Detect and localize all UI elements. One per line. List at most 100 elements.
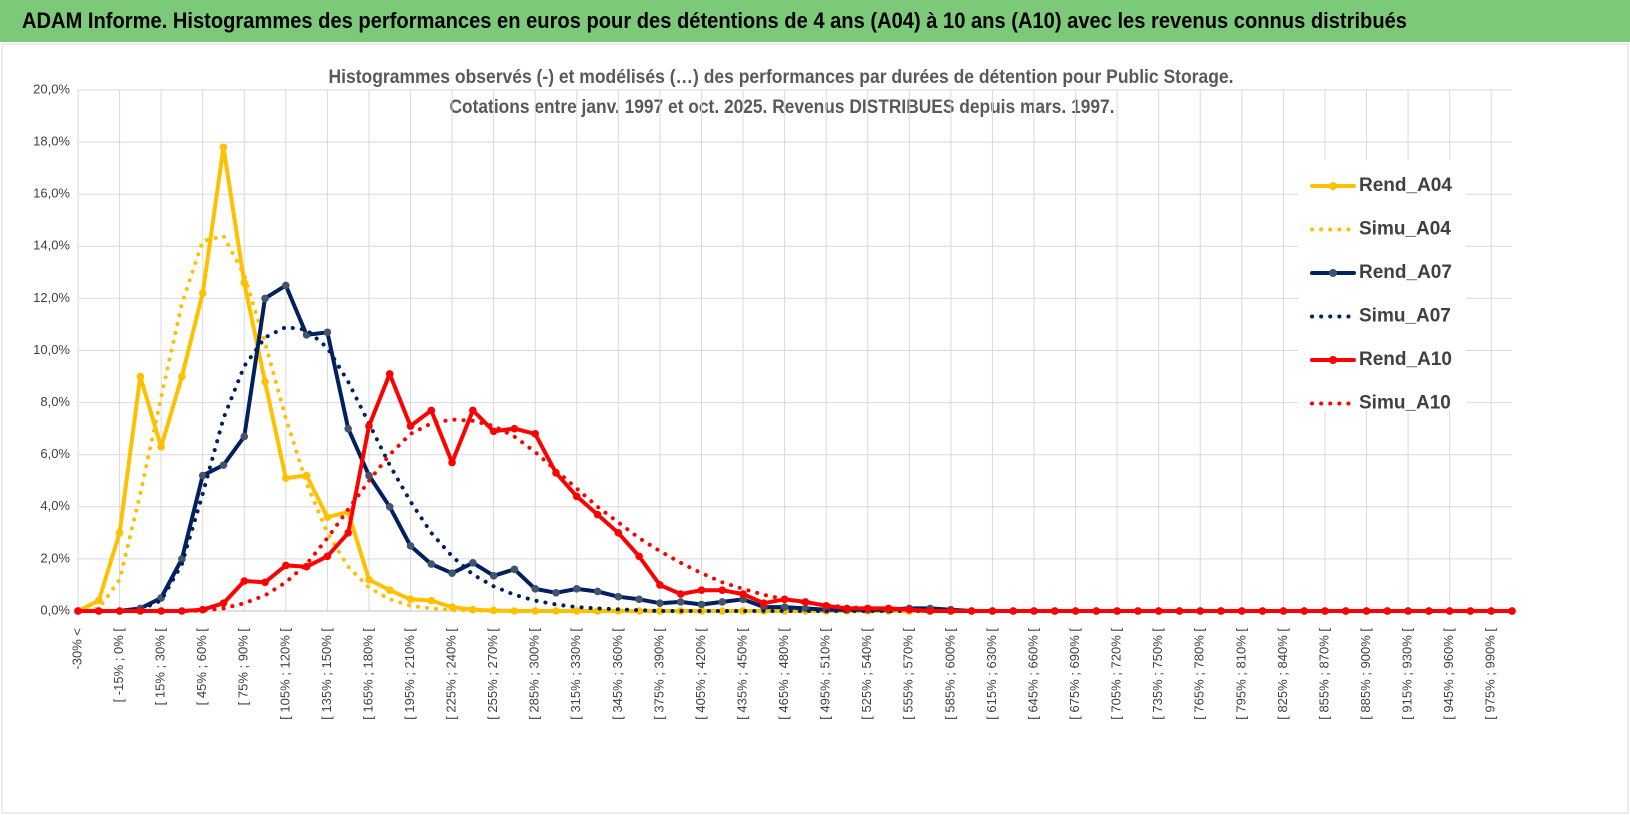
- data-point: [385, 370, 394, 378]
- y-tick-label: 2,0%: [40, 550, 70, 565]
- data-point: [198, 289, 207, 297]
- x-tick-label: [ 465% ; 480% [: [776, 628, 791, 720]
- y-tick-label: 10,0%: [33, 342, 70, 357]
- x-tick-label: [ 375% ; 390% [: [651, 628, 666, 720]
- legend-label: Rend_A07: [1359, 262, 1452, 283]
- data-point: [302, 562, 311, 571]
- data-point: [219, 461, 228, 469]
- x-tick-label: [ 615% ; 630% [: [984, 628, 999, 720]
- x-tick-label: [ 405% ; 420% [: [693, 628, 708, 720]
- data-point: [1030, 607, 1038, 615]
- data-point: [718, 598, 727, 606]
- x-tick-label: [ 555% ; 570% [: [901, 628, 916, 720]
- data-point: [676, 598, 685, 606]
- data-point: [240, 577, 249, 585]
- x-tick-label: [ 675% ; 690% [: [1067, 628, 1082, 720]
- data-point: [261, 578, 269, 587]
- legend-marker: [1329, 182, 1337, 190]
- x-tick-label: [ 45% ; 60% [: [194, 628, 209, 706]
- data-point: [385, 503, 394, 511]
- x-tick-label: [ 15% ; 30% [: [153, 628, 168, 706]
- x-tick-label: [ 975% ; 990% [: [1483, 628, 1498, 720]
- data-point: [365, 422, 373, 430]
- data-point: [510, 424, 519, 433]
- x-tick-label: [ 915% ; 930% [: [1400, 628, 1415, 720]
- data-point: [593, 510, 602, 519]
- x-tick-label: [ 585% ; 600% [: [942, 628, 957, 720]
- data-point: [323, 328, 332, 337]
- data-point: [1113, 607, 1121, 615]
- data-point: [635, 552, 643, 561]
- data-point: [1238, 607, 1246, 615]
- data-point: [614, 529, 623, 537]
- data-point: [552, 588, 560, 597]
- data-point: [157, 443, 165, 451]
- chart-border: [1, 43, 1629, 814]
- data-point: [448, 458, 456, 467]
- data-point: [489, 572, 498, 580]
- data-point: [178, 555, 186, 563]
- legend-label: Rend_A10: [1359, 349, 1452, 370]
- data-point: [656, 607, 664, 615]
- y-tick-label: 4,0%: [40, 498, 70, 513]
- data-point: [697, 586, 706, 594]
- data-point: [427, 596, 436, 605]
- legend: Rend_A04 Simu_A04 Rend_A07 Simu_A07 Rend_A10…: [1298, 160, 1466, 414]
- data-point: [676, 590, 685, 598]
- x-tick-label: [ 735% ; 750% [: [1150, 628, 1165, 720]
- x-tick-label: [ 135% ; 150% [: [319, 628, 334, 720]
- x-tick-label: [ 435% ; 450% [: [734, 628, 749, 720]
- data-point: [261, 294, 269, 303]
- data-point: [635, 595, 643, 604]
- data-point: [385, 586, 394, 594]
- legend-box: [1298, 160, 1466, 410]
- data-point: [593, 587, 602, 596]
- x-tick-label: [ 165% ; 180% [: [360, 628, 375, 720]
- x-tick-label: [ 705% ; 720% [: [1109, 628, 1124, 720]
- data-point: [739, 590, 747, 598]
- y-tick-label: 12,0%: [33, 290, 70, 305]
- data-point: [572, 492, 581, 501]
- legend-marker: [1329, 356, 1337, 364]
- legend-label: Simu_A10: [1359, 393, 1451, 414]
- legend-marker: [1329, 269, 1337, 277]
- data-point: [219, 143, 228, 152]
- x-tick-label: [ 825% ; 840% [: [1275, 628, 1290, 720]
- y-tick-label: 6,0%: [40, 446, 70, 461]
- legend-label: Simu_A07: [1359, 306, 1451, 327]
- data-point: [1175, 607, 1184, 615]
- data-point: [240, 432, 249, 441]
- x-tick-label: [ 765% ; 780% [: [1192, 628, 1207, 720]
- data-point: [967, 607, 976, 615]
- series-layer: [74, 143, 1516, 615]
- x-tick-label: [ 285% ; 300% [: [527, 628, 542, 720]
- data-point: [1404, 607, 1412, 615]
- data-point: [1383, 607, 1392, 615]
- data-point: [718, 607, 727, 615]
- data-point: [656, 581, 664, 589]
- data-point: [780, 603, 789, 611]
- data-point: [656, 599, 664, 607]
- data-point: [469, 559, 477, 567]
- data-point: [198, 471, 207, 480]
- data-point: [572, 607, 581, 615]
- data-point: [510, 565, 519, 574]
- data-point: [282, 281, 290, 290]
- data-point: [282, 561, 290, 570]
- chart-subtitle: Cotations entre janv. 1997 et oct. 2025.…: [450, 97, 1115, 118]
- data-point: [469, 406, 477, 415]
- x-tick-label: [ 345% ; 360% [: [610, 628, 625, 720]
- header-title: ADAM Informe. Histogrammes des performan…: [22, 8, 1407, 33]
- data-point: [489, 427, 498, 436]
- data-point: [115, 529, 124, 537]
- x-tick-label: -30% <: [69, 628, 84, 670]
- data-point: [697, 600, 706, 609]
- x-tick-label: [ 315% ; 330% [: [568, 628, 583, 720]
- x-tick-label: [ 885% ; 900% [: [1358, 628, 1373, 720]
- data-point: [884, 604, 893, 613]
- legend-label: Rend_A04: [1359, 175, 1452, 196]
- y-tick-label: 16,0%: [33, 186, 70, 201]
- x-tick-label: [ 255% ; 270% [: [485, 628, 500, 720]
- y-tick-label: 20,0%: [33, 81, 70, 96]
